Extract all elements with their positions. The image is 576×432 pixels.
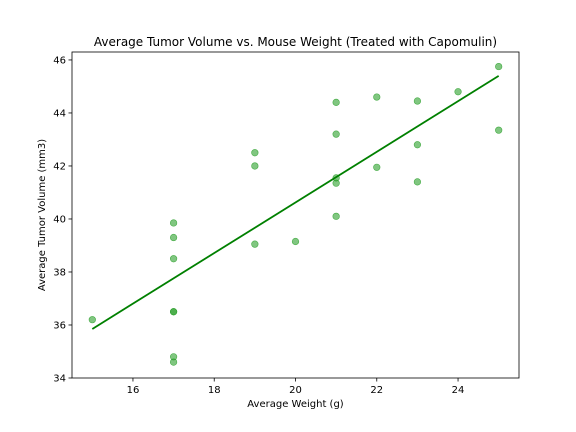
scatter-point bbox=[495, 126, 503, 134]
x-axis-ticks: 16 18 20 22 24 bbox=[127, 378, 465, 396]
scatter-point bbox=[413, 178, 422, 186]
x-axis-label: Average Weight (g) bbox=[247, 399, 344, 410]
plot-area bbox=[88, 62, 503, 366]
scatter-point bbox=[291, 237, 300, 246]
y-axis-label: Average Tumor Volume (mm3) bbox=[37, 139, 48, 291]
scatter-point bbox=[413, 141, 422, 149]
plot-frame bbox=[71, 51, 520, 379]
scatter-point bbox=[169, 308, 178, 316]
x-tick-label: 16 bbox=[127, 385, 140, 396]
regression-line bbox=[91, 75, 500, 330]
scatter-point bbox=[413, 97, 422, 105]
scatter-point bbox=[373, 93, 381, 101]
scatter-point bbox=[332, 212, 340, 220]
x-tick-label: 24 bbox=[452, 385, 465, 396]
scatter-point bbox=[332, 130, 340, 138]
scatter-point bbox=[332, 98, 340, 106]
y-axis-ticks: 34 36 38 40 42 44 46 bbox=[53, 55, 72, 385]
y-tick-label: 40 bbox=[53, 214, 66, 225]
scatter-point bbox=[88, 316, 96, 324]
scatter-point bbox=[169, 219, 178, 227]
y-tick-label: 42 bbox=[53, 161, 66, 172]
scatter-point bbox=[454, 88, 462, 96]
scatter-point bbox=[169, 353, 178, 361]
y-tick-label: 34 bbox=[53, 374, 66, 385]
y-tick-label: 36 bbox=[53, 320, 66, 331]
scatter-point bbox=[169, 233, 178, 242]
x-tick-label: 22 bbox=[370, 385, 383, 396]
scatter-point bbox=[373, 163, 381, 171]
x-tick-label: 18 bbox=[208, 385, 221, 396]
scatter-point bbox=[495, 62, 503, 71]
scatter-point bbox=[251, 149, 259, 157]
scatter-point bbox=[169, 255, 178, 263]
y-tick-label: 44 bbox=[53, 108, 66, 119]
y-tick-label: 38 bbox=[53, 267, 66, 278]
scatter-point bbox=[251, 240, 259, 248]
x-tick-label: 20 bbox=[289, 385, 302, 396]
chart-title: Average Tumor Volume vs. Mouse Weight (T… bbox=[94, 35, 497, 49]
y-tick-label: 46 bbox=[53, 55, 66, 66]
scatter-point bbox=[251, 162, 259, 170]
